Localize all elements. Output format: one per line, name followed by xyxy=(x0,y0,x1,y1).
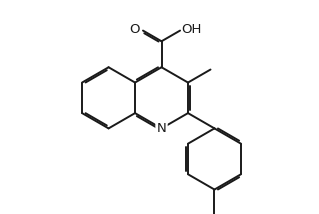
Text: N: N xyxy=(157,122,167,135)
Text: O: O xyxy=(130,22,140,36)
Text: OH: OH xyxy=(182,22,202,36)
